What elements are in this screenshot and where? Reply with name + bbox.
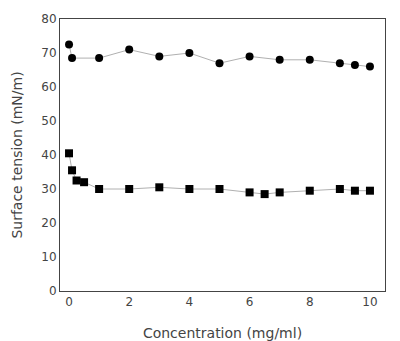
svg-text:50: 50 bbox=[41, 114, 56, 128]
svg-text:70: 70 bbox=[41, 46, 56, 60]
svg-text:2: 2 bbox=[125, 295, 133, 309]
svg-text:6: 6 bbox=[246, 295, 254, 309]
svg-text:0: 0 bbox=[65, 295, 73, 309]
svg-text:20: 20 bbox=[41, 216, 56, 230]
svg-text:Concentration (mg/ml): Concentration (mg/ml) bbox=[143, 325, 302, 341]
svg-text:Surface tension (mN/m): Surface tension (mN/m) bbox=[9, 71, 25, 238]
svg-text:10: 10 bbox=[362, 295, 377, 309]
svg-text:30: 30 bbox=[41, 182, 56, 196]
svg-text:4: 4 bbox=[186, 295, 194, 309]
svg-text:40: 40 bbox=[41, 148, 56, 162]
svg-text:60: 60 bbox=[41, 80, 56, 94]
svg-text:0: 0 bbox=[49, 284, 57, 298]
svg-text:80: 80 bbox=[41, 12, 56, 26]
svg-text:8: 8 bbox=[306, 295, 314, 309]
svg-text:10: 10 bbox=[41, 250, 56, 264]
